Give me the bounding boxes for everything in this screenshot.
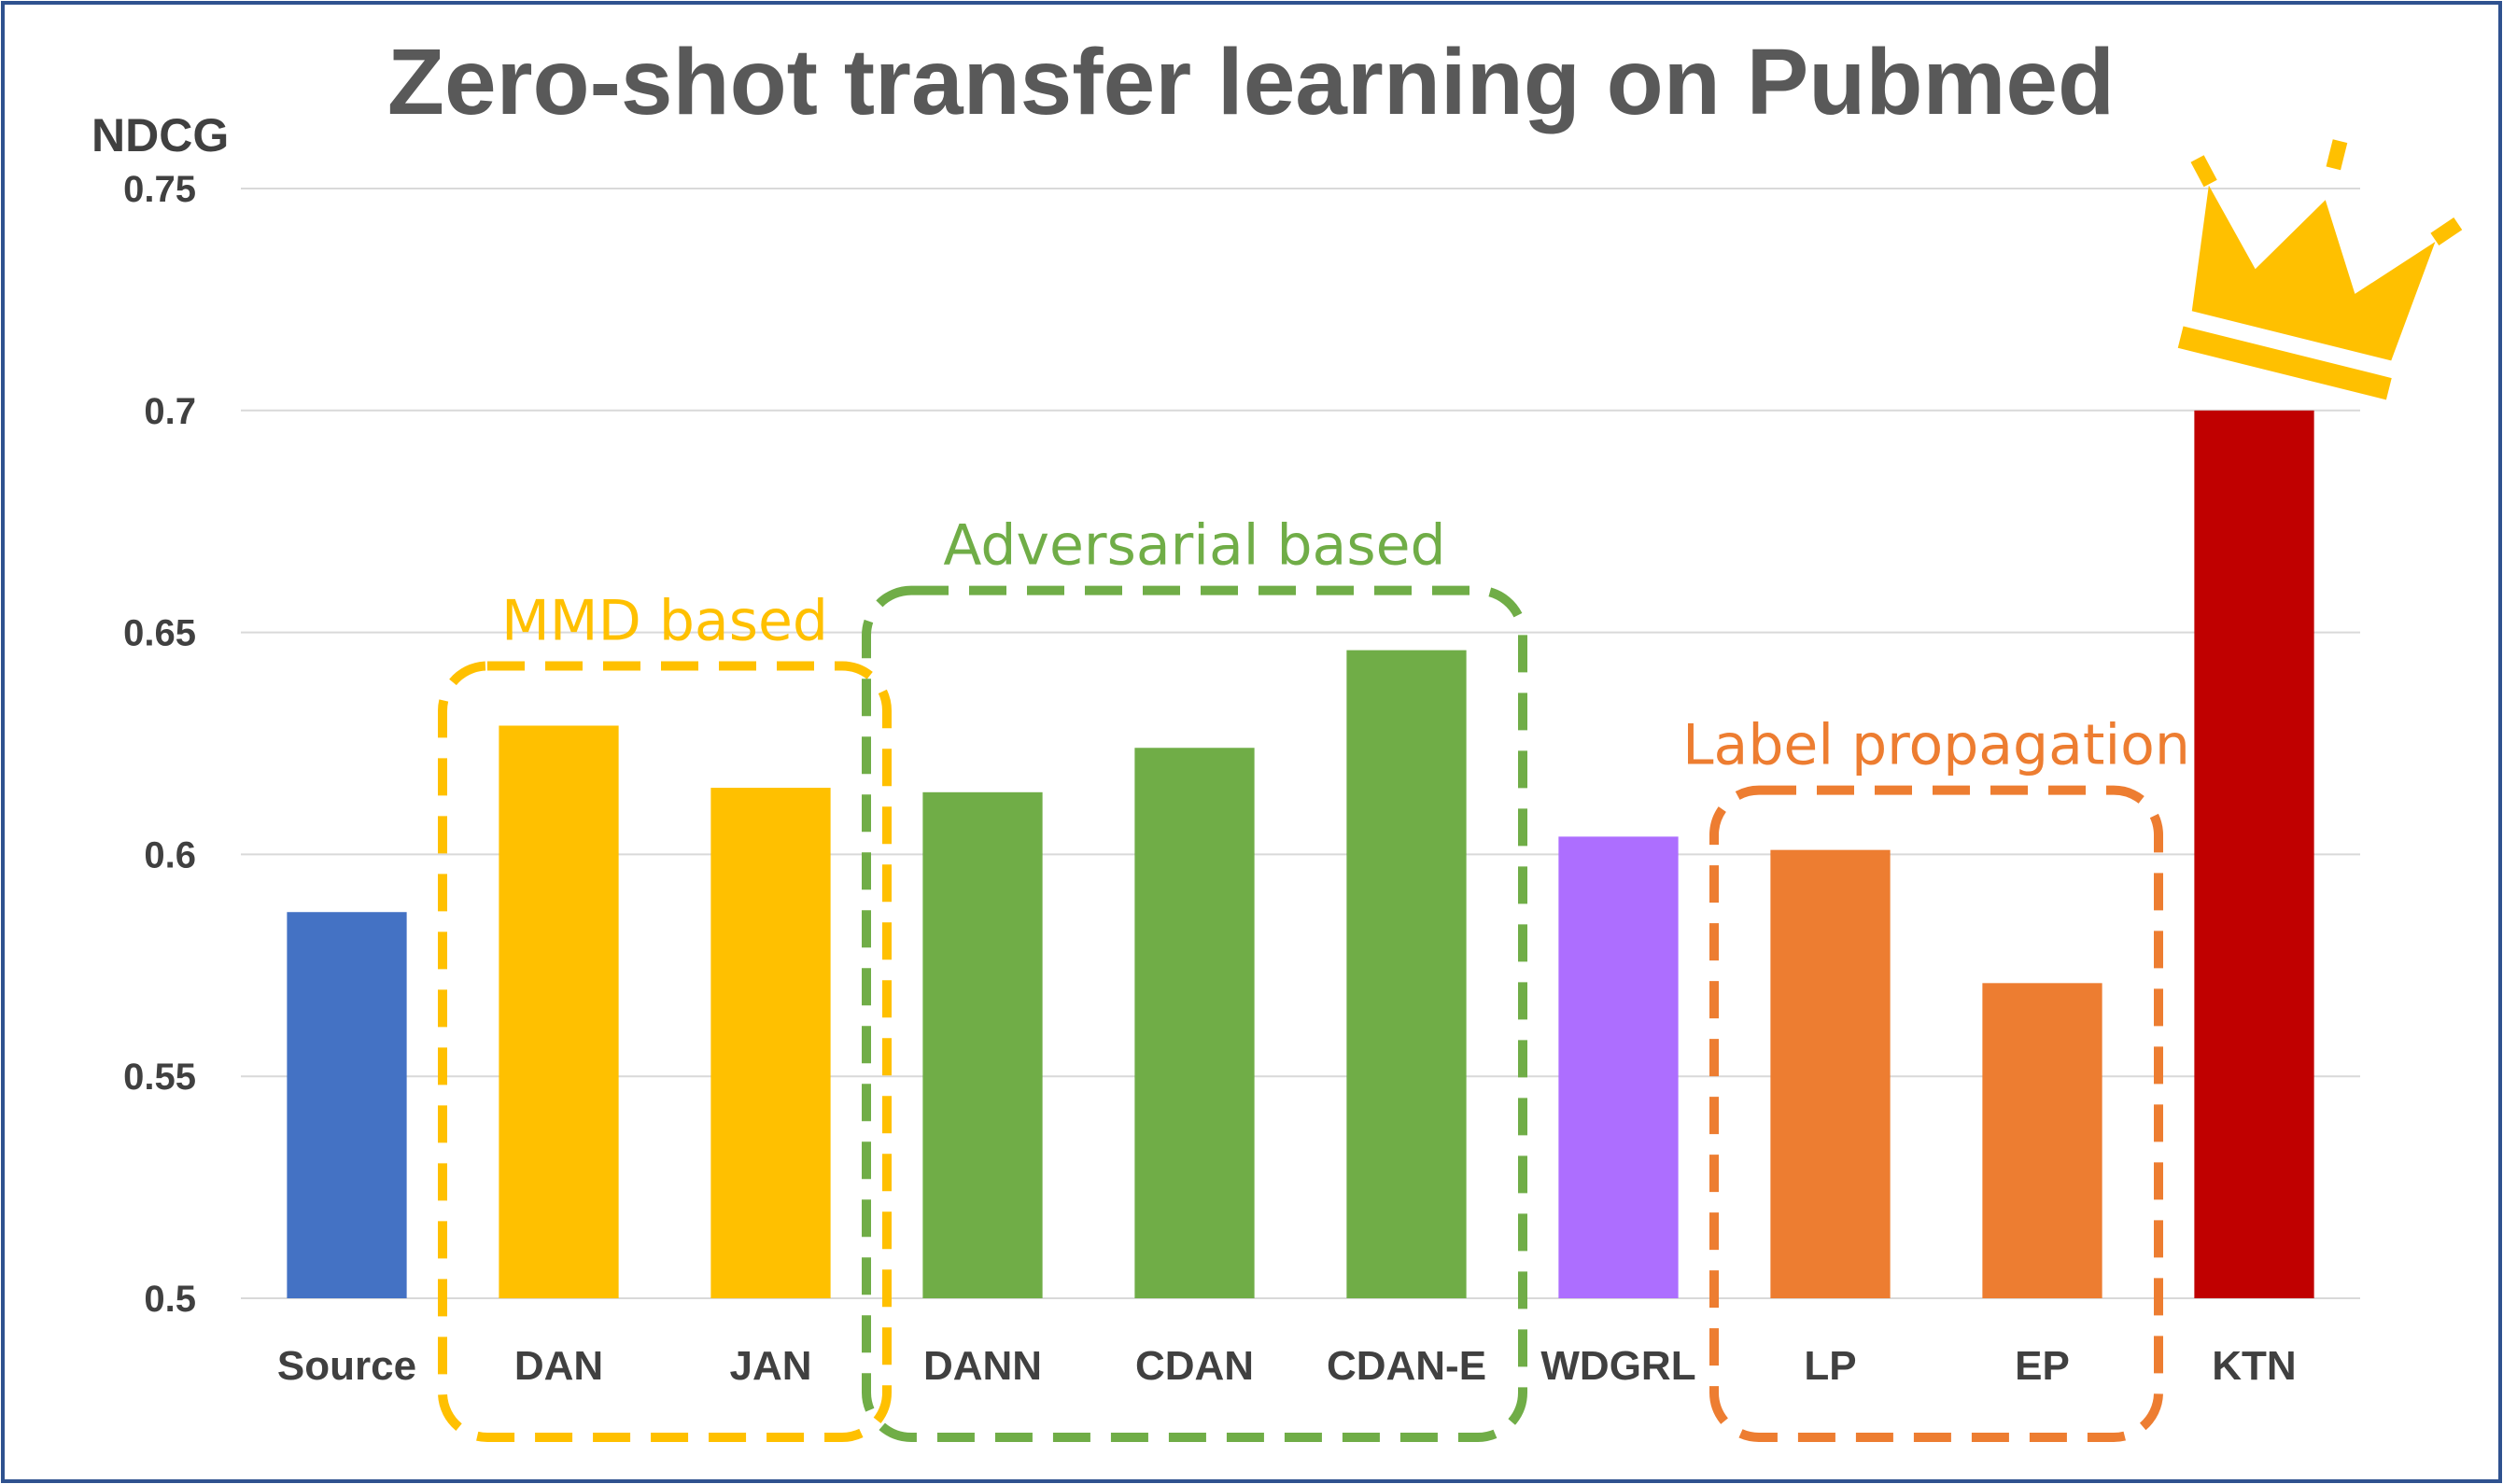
crown-sparkle [2326, 139, 2348, 171]
group-annotations: MMD based Adversarial based Label propagat… [438, 513, 2190, 1442]
x-category-label: CDAN [1135, 1343, 1254, 1389]
y-tick-label: 0.5 [144, 1279, 196, 1320]
x-category-label: KTN [2212, 1343, 2296, 1389]
bars [287, 410, 2314, 1298]
y-tick-label: 0.75 [123, 169, 196, 210]
bar-dann [922, 791, 1043, 1298]
bar-ep [1982, 983, 2102, 1298]
x-category-label: DAN [514, 1343, 603, 1389]
x-category-label: CDAN-E [1327, 1343, 1486, 1389]
bar-source [287, 912, 407, 1298]
x-category-label: WDGRL [1540, 1343, 1695, 1389]
x-axis-categories: Source DAN JAN DANN CDAN CDAN-E WDGRL LP EP KTN [277, 1343, 2297, 1389]
group-label: MMD based [501, 588, 828, 653]
group-box-2 [1709, 785, 2163, 1442]
x-category-label: JAN [729, 1343, 811, 1389]
bar-jan [710, 788, 831, 1298]
bar-cdan-e [1346, 650, 1467, 1298]
bar-ktn [2194, 410, 2314, 1298]
bar-dan [499, 725, 619, 1298]
x-category-label: LP [1804, 1343, 1856, 1389]
group-label: Label propagation [1682, 713, 2190, 778]
group-box-1 [862, 585, 1527, 1442]
x-category-label: EP [2015, 1343, 2070, 1389]
crown-sparkle [2190, 155, 2217, 188]
x-category-label: Source [277, 1343, 416, 1389]
crown-sparkle [2430, 217, 2463, 245]
bar-wdgrl [1558, 836, 1679, 1298]
crown-icon [2177, 139, 2463, 400]
crown-body [2191, 185, 2436, 361]
crown-icon-layer [2177, 139, 2463, 400]
y-tick-label: 0.6 [144, 834, 196, 875]
group-box-0 [438, 661, 892, 1442]
y-tick-label: 0.7 [144, 391, 196, 432]
crown-band [2177, 326, 2392, 400]
bar-cdan [1134, 748, 1255, 1298]
y-tick-label: 0.55 [123, 1057, 196, 1098]
bar-lp [1770, 849, 1891, 1298]
y-axis-label: NDCG [91, 109, 229, 161]
y-axis-ticks: 0.5 0.55 0.6 0.65 0.7 0.75 [123, 169, 196, 1320]
group-label: Adversarial based [943, 513, 1445, 579]
y-tick-label: 0.65 [123, 613, 196, 654]
x-category-label: DANN [923, 1343, 1042, 1389]
chart-title: Zero-shot transfer learning on Pubmed [387, 30, 2115, 134]
